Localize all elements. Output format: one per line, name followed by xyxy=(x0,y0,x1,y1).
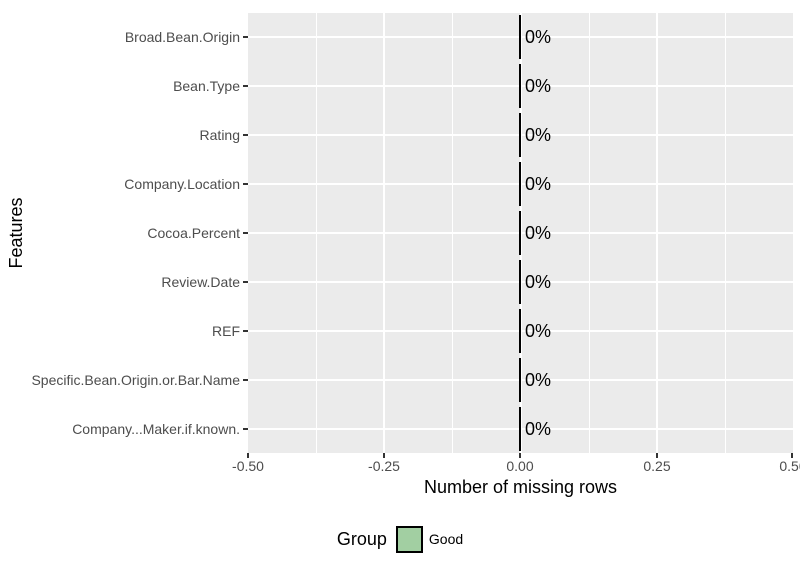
y-tick-label: Bean.Type xyxy=(173,78,240,94)
y-tick-label: Specific.Bean.Origin.or.Bar.Name xyxy=(31,372,240,388)
bar-specific-bean-origin xyxy=(519,358,521,402)
y-tick-label: Broad.Bean.Origin xyxy=(124,29,240,45)
y-tick-mark xyxy=(243,36,248,38)
x-tick-mark xyxy=(247,453,249,458)
x-tick-mark xyxy=(656,453,658,458)
bar-company-maker xyxy=(519,407,521,451)
y-tick-label: REF xyxy=(212,323,240,339)
legend-title: Group xyxy=(336,528,387,549)
gridline-v-minor xyxy=(725,13,726,453)
y-tick-mark xyxy=(243,134,248,136)
x-axis-title: Number of missing rows xyxy=(423,477,618,497)
x-tick-mark xyxy=(519,453,521,458)
y-tick-mark xyxy=(243,428,248,430)
x-tick-label: 0.25 xyxy=(643,458,671,474)
y-tick-label: Company...Maker.if.known. xyxy=(72,421,240,437)
y-tick-label: Review.Date xyxy=(161,274,240,290)
gridline-v-major xyxy=(520,13,522,453)
bar-label: 0% xyxy=(525,321,552,341)
gridline-v-major xyxy=(656,13,658,453)
y-tick-mark xyxy=(243,330,248,332)
bar-broad-bean-origin xyxy=(519,15,521,59)
bar-bean-type xyxy=(519,64,521,108)
y-tick-mark xyxy=(243,379,248,381)
y-tick-label: Company.Location xyxy=(124,176,240,192)
y-tick-label: Rating xyxy=(199,127,240,143)
y-tick-mark xyxy=(243,183,248,185)
gridline-v-major xyxy=(383,13,385,453)
bar-label: 0% xyxy=(525,76,552,96)
gridline-v-minor xyxy=(589,13,590,453)
x-tick-label: 0.00 xyxy=(506,458,534,474)
x-tick-mark xyxy=(791,453,793,458)
gridline-v-minor xyxy=(452,13,453,453)
bar-label: 0% xyxy=(525,174,552,194)
bar-label: 0% xyxy=(525,370,552,390)
bar-ref xyxy=(519,309,521,353)
y-tick-label: Cocoa.Percent xyxy=(147,225,240,241)
bar-label: 0% xyxy=(525,27,552,47)
gridline-v-minor xyxy=(316,13,317,453)
bar-cocoa-percent xyxy=(519,211,521,255)
legend-entry-label: Good xyxy=(428,531,464,547)
bar-label: 0% xyxy=(525,223,552,243)
bar-review-date xyxy=(519,260,521,304)
legend-key-swatch xyxy=(395,525,423,553)
x-tick-label: -0.25 xyxy=(368,458,400,474)
y-tick-mark xyxy=(243,85,248,87)
x-tick-label: -0.50 xyxy=(232,458,264,474)
bar-label: 0% xyxy=(525,125,552,145)
bar-label: 0% xyxy=(525,272,552,292)
bar-label: 0% xyxy=(525,419,552,439)
x-tick-mark xyxy=(383,453,385,458)
x-tick-label: 0.50 xyxy=(779,458,800,474)
y-tick-mark xyxy=(243,232,248,234)
bar-rating xyxy=(519,113,521,157)
y-tick-mark xyxy=(243,281,248,283)
legend: Group Good xyxy=(0,524,800,554)
bar-company-location xyxy=(519,162,521,206)
plot-panel: 0% 0% 0% 0% 0% 0% 0% 0% 0% xyxy=(248,13,793,453)
